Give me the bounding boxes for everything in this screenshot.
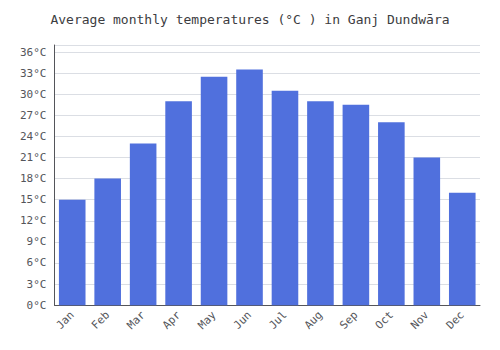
svg-text:3°C: 3°C: [27, 278, 47, 291]
svg-text:Jul: Jul: [266, 309, 289, 332]
svg-text:9°C: 9°C: [27, 235, 47, 248]
svg-text:21°C: 21°C: [20, 151, 47, 164]
svg-text:Aug: Aug: [302, 309, 325, 332]
svg-text:Sep: Sep: [337, 309, 360, 332]
svg-text:Mar: Mar: [125, 308, 148, 331]
svg-text:27°C: 27°C: [20, 109, 47, 122]
svg-text:Jun: Jun: [231, 309, 254, 332]
svg-text:Dec: Dec: [444, 309, 467, 332]
svg-text:May: May: [195, 308, 218, 331]
svg-text:15°C: 15°C: [20, 193, 47, 206]
svg-text:Average monthly temperatures (: Average monthly temperatures (°C ) in Ga…: [50, 12, 449, 27]
svg-text:Jan: Jan: [54, 309, 77, 332]
svg-text:6°C: 6°C: [27, 256, 47, 269]
svg-text:Apr: Apr: [160, 308, 183, 331]
svg-text:0°C: 0°C: [27, 299, 47, 312]
svg-text:18°C: 18°C: [20, 172, 47, 185]
svg-text:24°C: 24°C: [20, 130, 47, 143]
svg-text:36°C: 36°C: [20, 46, 47, 59]
svg-text:Oct: Oct: [373, 309, 396, 332]
svg-text:33°C: 33°C: [20, 67, 47, 80]
svg-text:Nov: Nov: [408, 308, 431, 331]
svg-text:Feb: Feb: [89, 309, 112, 332]
svg-text:12°C: 12°C: [20, 214, 47, 227]
svg-text:30°C: 30°C: [20, 88, 47, 101]
